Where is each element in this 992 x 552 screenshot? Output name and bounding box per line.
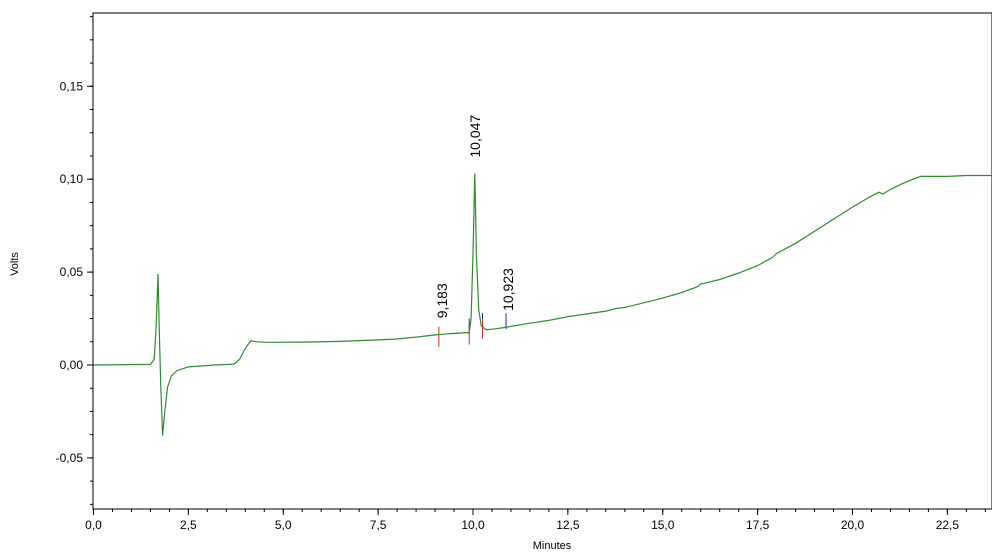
y-tick-label: 0,00 bbox=[60, 358, 84, 372]
y-axis-title: Volts bbox=[9, 252, 21, 276]
x-tick-label: 12,5 bbox=[556, 518, 580, 532]
x-tick-label: 15,0 bbox=[651, 518, 675, 532]
y-tick-label: -0,05 bbox=[56, 451, 84, 465]
x-tick-label: 5,0 bbox=[275, 518, 292, 532]
x-tick-label: 17,5 bbox=[746, 518, 770, 532]
peak-retention-label: 9,183 bbox=[434, 283, 450, 318]
x-tick-label: 22,5 bbox=[936, 518, 960, 532]
plot-frame bbox=[92, 12, 992, 510]
y-tick-label: 0,15 bbox=[60, 79, 84, 93]
peak-labels: 9,183 10,047 10,923 bbox=[434, 115, 516, 319]
x-tick-label: 0,0 bbox=[85, 518, 102, 532]
x-tick-label: 2,5 bbox=[180, 518, 197, 532]
y-tick-label: 0,05 bbox=[60, 265, 84, 279]
y-tick-label: 0,10 bbox=[60, 172, 84, 186]
x-tick-label: 10,0 bbox=[461, 518, 485, 532]
x-tick-label: 7,5 bbox=[370, 518, 387, 532]
peak-retention-label: 10,047 bbox=[467, 115, 483, 158]
x-axis-title: Minutes bbox=[533, 540, 572, 552]
signal-trace bbox=[93, 173, 992, 436]
y-axis: -0,05 0,00 0,05 0,10 0,15 bbox=[56, 16, 93, 505]
peak-retention-label: 10,923 bbox=[500, 268, 516, 311]
x-tick-label: 20,0 bbox=[841, 518, 865, 532]
x-axis: 0,0 2,5 5,0 7,5 10,0 12,5 15,0 17,5 20,0 22,5 bbox=[85, 509, 986, 532]
